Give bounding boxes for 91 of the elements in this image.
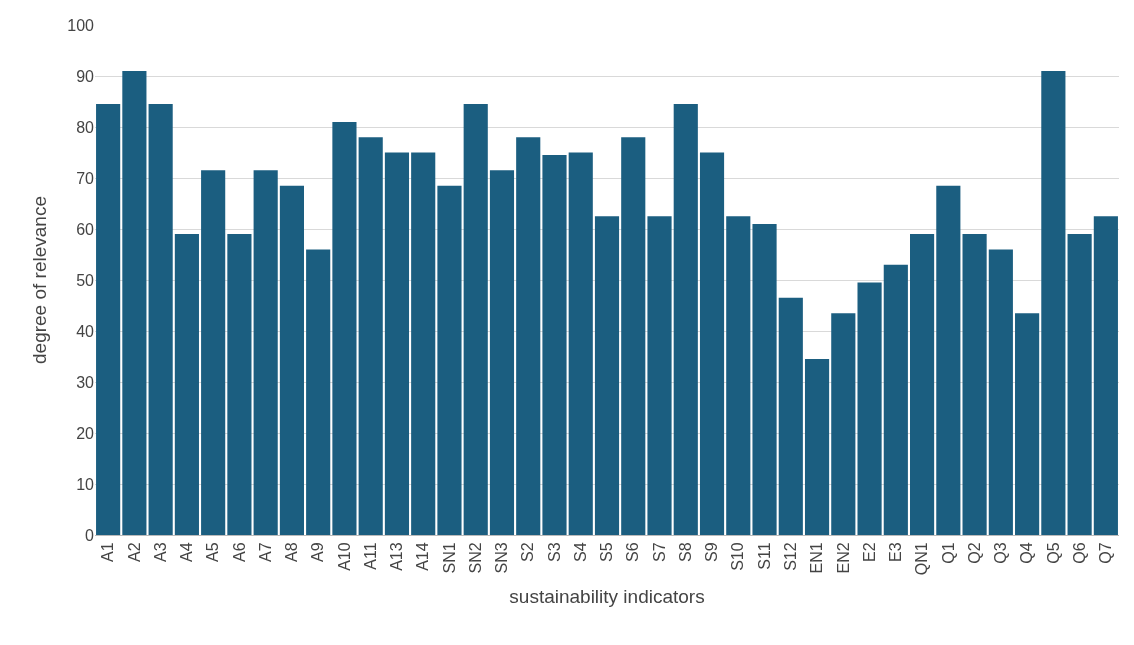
x-tick-label: Q7 (1097, 542, 1115, 564)
bar (516, 137, 541, 535)
x-tick-label: S3 (545, 542, 563, 562)
bar (148, 104, 173, 535)
x-tick-label: S7 (650, 542, 668, 562)
x-tick-label: A7 (256, 542, 274, 562)
bar (962, 234, 987, 535)
bar (831, 313, 856, 535)
x-tick-label: A2 (125, 542, 143, 562)
x-tick-label: A3 (151, 542, 169, 562)
y-tick-label: 10 (76, 475, 95, 493)
bar (306, 249, 331, 535)
bar (1093, 216, 1118, 535)
bar (489, 170, 515, 535)
bar (96, 104, 121, 535)
bar (542, 155, 567, 535)
bar (778, 297, 803, 535)
x-tick-label: EN2 (834, 542, 852, 574)
x-tick-label: Q2 (965, 542, 983, 564)
x-tick-label: A14 (414, 542, 432, 571)
x-tick-label: A10 (335, 542, 353, 571)
x-tick-label: A8 (283, 542, 301, 562)
y-tick-label: 90 (76, 67, 95, 85)
x-tick-label: S9 (703, 542, 721, 562)
bar (1067, 234, 1092, 535)
x-tick-label: EN1 (808, 542, 826, 574)
bar (174, 234, 199, 535)
x-tick-label: S4 (571, 542, 589, 562)
bar (883, 264, 908, 535)
bar (673, 104, 698, 535)
x-tick-label: SN3 (493, 542, 511, 574)
x-tick-label: S8 (676, 542, 694, 562)
bar (437, 185, 462, 535)
x-tick-label: A5 (204, 542, 222, 562)
x-tick-label: A1 (99, 542, 117, 562)
bar (621, 137, 646, 535)
x-tick-label: SN1 (440, 542, 458, 574)
bar (1041, 70, 1066, 535)
bar (804, 359, 830, 535)
x-tick-label: A9 (309, 542, 327, 562)
bar (463, 104, 488, 535)
x-tick-label: S11 (755, 542, 773, 570)
bar (1015, 313, 1040, 535)
bar (594, 216, 620, 535)
x-tick-label: SN2 (466, 542, 484, 574)
bar (384, 152, 410, 535)
x-tick-label: A6 (230, 542, 248, 562)
bar (411, 152, 436, 535)
x-tick-label: Q6 (1070, 542, 1088, 564)
y-tick-label: 20 (76, 424, 95, 442)
bar (647, 216, 672, 535)
x-tick-label: E3 (887, 542, 905, 562)
bar (857, 282, 882, 535)
bar (988, 249, 1013, 535)
x-tick-label: S5 (598, 542, 616, 562)
x-tick-label: S6 (624, 542, 642, 562)
x-tick-label: A13 (388, 542, 406, 571)
x-tick-label: S10 (729, 542, 747, 571)
bar (122, 70, 147, 535)
bar (726, 216, 751, 535)
x-tick-label: S2 (519, 542, 537, 562)
bar (752, 223, 777, 535)
bar (568, 152, 593, 535)
bar (358, 137, 383, 535)
bar (936, 185, 961, 535)
x-tick-label: A4 (178, 542, 196, 562)
y-tick-label: 100 (67, 16, 95, 34)
x-tick-label: Q1 (939, 542, 957, 564)
x-tick-label: E2 (860, 542, 878, 562)
bar (227, 234, 252, 535)
y-tick-label: 50 (76, 271, 95, 289)
y-tick-label: 60 (76, 220, 95, 238)
x-tick-label: Q3 (992, 542, 1010, 564)
x-axis-title: sustainability indicators (509, 586, 705, 608)
y-tick-label: 40 (76, 322, 95, 340)
bar (910, 234, 935, 535)
bar (279, 185, 304, 535)
bar (332, 121, 357, 535)
bar (201, 170, 226, 535)
x-tick-label: Q4 (1018, 542, 1036, 564)
x-tick-label: Q5 (1044, 542, 1062, 564)
x-tick-label: QN1 (913, 542, 931, 576)
x-tick-label: S12 (781, 542, 799, 571)
y-tick-label: 30 (76, 373, 95, 391)
y-tick-label: 80 (76, 118, 95, 136)
x-tick-label: A11 (361, 542, 379, 570)
y-tick-label: 0 (85, 526, 95, 544)
bar (699, 152, 725, 535)
bar (253, 170, 278, 535)
y-tick-label: 70 (76, 169, 95, 187)
y-axis-title: degree of relevance (29, 196, 51, 364)
